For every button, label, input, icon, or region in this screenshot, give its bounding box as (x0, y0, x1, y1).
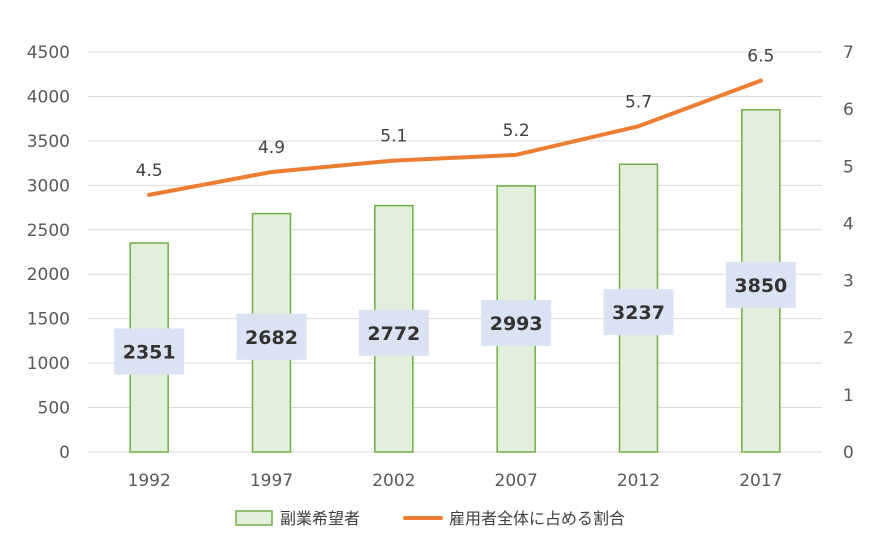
line-point (514, 152, 519, 157)
line-data-label: 4.5 (136, 161, 163, 181)
y-right-tick-label: 0 (843, 443, 854, 463)
y-left-tick-label: 0 (59, 443, 70, 463)
y-left-tick-label: 1500 (27, 310, 70, 330)
bar-label-box (603, 289, 674, 336)
y-right-tick-label: 6 (843, 100, 854, 120)
bar-label-box (358, 309, 429, 356)
bar-data-label: 3850 (734, 275, 787, 297)
bar-label-box (114, 328, 185, 375)
line-data-label: 5.2 (503, 121, 530, 141)
line-series (147, 78, 763, 197)
y-left-tick-label: 3500 (27, 132, 70, 152)
bar-label-box (236, 313, 307, 360)
x-tick-label: 2017 (739, 471, 782, 491)
x-tick-label: 1997 (250, 471, 293, 491)
x-tick-label: 2012 (617, 471, 660, 491)
line-point (758, 78, 763, 83)
bar-label-box (481, 299, 552, 346)
line-data-label: 4.9 (258, 138, 285, 158)
y-left-tick-label: 4500 (27, 43, 70, 63)
bar-data-label: 2682 (245, 327, 298, 349)
x-tick-label: 2007 (495, 471, 538, 491)
y-right-tick-label: 3 (843, 272, 854, 292)
bar-data-label: 2351 (123, 342, 176, 364)
line-point (147, 192, 152, 197)
bar-label-box (725, 261, 796, 308)
y-right-tick-label: 1 (843, 386, 854, 406)
line-point (269, 170, 274, 174)
y-left-tick-label: 2500 (27, 221, 70, 241)
legend-label: 副業希望者 (280, 509, 360, 528)
bar-data-label: 2772 (367, 323, 420, 345)
y-left-tick-label: 4000 (27, 87, 70, 107)
y-right-tick-label: 4 (843, 214, 854, 234)
line-data-label: 6.5 (747, 47, 774, 67)
y-left-tick-label: 1000 (27, 354, 70, 374)
x-tick-label: 1992 (128, 471, 171, 491)
y-right-tick-label: 2 (843, 329, 854, 349)
y-right-tick-label: 5 (843, 157, 854, 177)
bar-data-label: 3237 (612, 302, 665, 324)
y-left-tick-label: 3000 (27, 176, 70, 196)
line-point (636, 124, 641, 129)
bar-data-label: 2993 (490, 313, 543, 335)
y-left-tick-label: 2000 (27, 265, 70, 285)
legend-label: 雇用者全体に占める割合 (449, 509, 625, 528)
y-left-tick-label: 500 (38, 399, 70, 419)
line-point (391, 158, 396, 163)
line-data-label: 5.7 (625, 92, 652, 112)
legend-bar-swatch (235, 510, 273, 526)
y-right-tick-label: 7 (843, 43, 854, 63)
line-data-label: 5.1 (380, 127, 407, 147)
x-tick-label: 2002 (372, 471, 415, 491)
